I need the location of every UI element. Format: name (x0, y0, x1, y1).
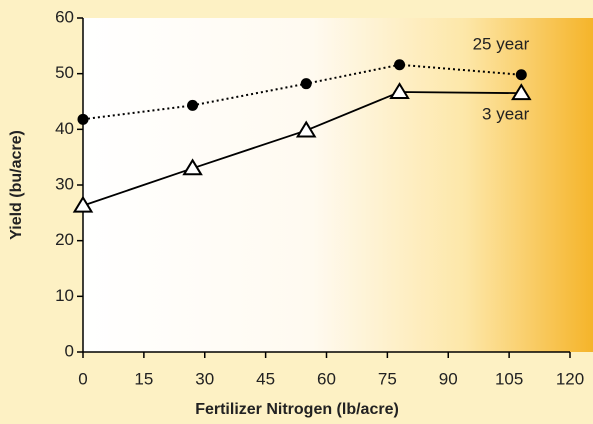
point (394, 59, 406, 71)
series-label: 3 year (482, 105, 530, 124)
point (389, 82, 410, 100)
y-tick-label: 30 (55, 174, 74, 193)
point (300, 78, 312, 90)
plot-area (83, 18, 593, 352)
y-tick-label: 10 (55, 286, 74, 305)
x-axis-title: Fertilizer Nitrogen (lb/acre) (195, 401, 399, 418)
x-tick-label: 15 (134, 369, 153, 388)
x-tick-label: 105 (495, 369, 523, 388)
x-tick-label: 90 (439, 369, 458, 388)
point (77, 113, 89, 125)
point (295, 120, 317, 138)
point (72, 195, 94, 213)
y-tick-label: 20 (55, 230, 74, 249)
point (511, 83, 532, 101)
point (182, 158, 203, 176)
x-tick-label: 60 (317, 369, 336, 388)
y-tick-label: 0 (65, 341, 74, 360)
y-tick-label: 60 (55, 7, 74, 26)
y-tick-label: 50 (55, 63, 74, 82)
point (515, 69, 527, 81)
x-tick-label: 30 (195, 369, 214, 388)
x-tick-label: 120 (556, 369, 584, 388)
y-axis-title: Yield (bu/acre) (8, 130, 25, 240)
x-tick-label: 45 (256, 369, 275, 388)
series-label: 25 year (473, 34, 530, 53)
x-tick-label: 75 (378, 369, 397, 388)
x-tick-label: 0 (78, 369, 87, 388)
y-tick-label: 40 (55, 119, 74, 138)
point (187, 99, 199, 111)
